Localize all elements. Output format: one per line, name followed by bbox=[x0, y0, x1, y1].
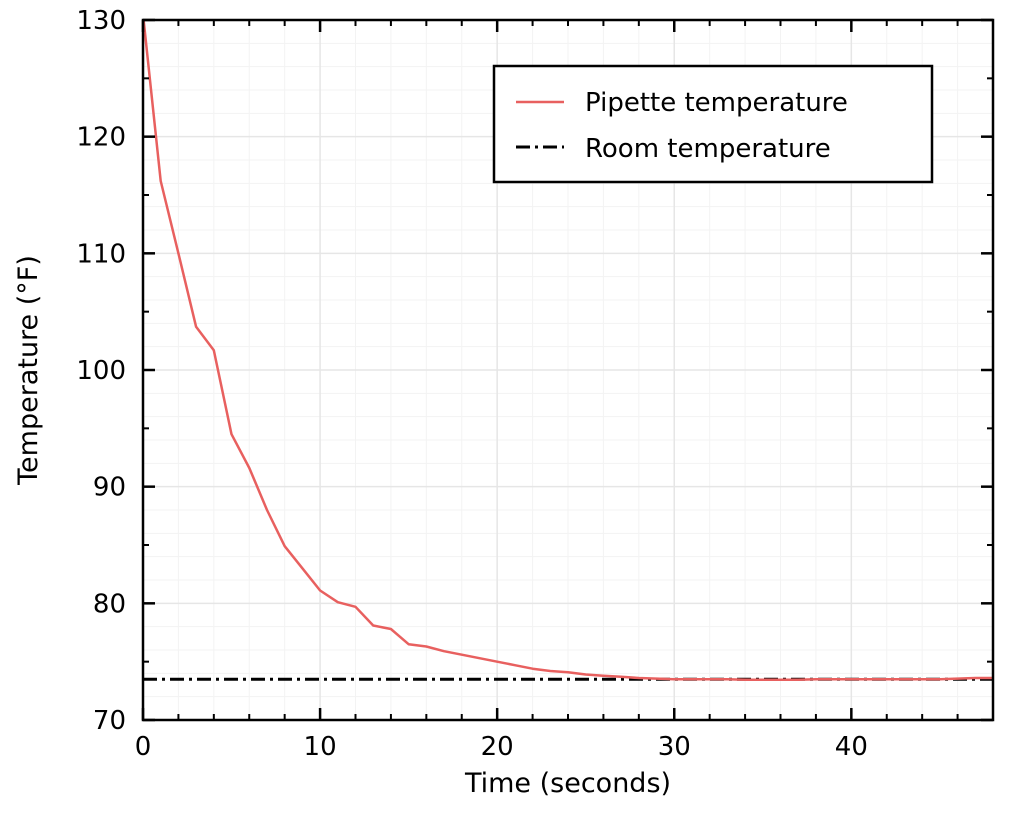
y-axis-label: Temperature (°F) bbox=[13, 255, 44, 486]
y-tick-label: 100 bbox=[76, 356, 126, 386]
y-tick-label: 80 bbox=[93, 589, 126, 619]
y-tick-label: 110 bbox=[76, 239, 126, 269]
x-axis-label: Time (seconds) bbox=[464, 768, 671, 799]
series-line-pipette-temperature bbox=[143, 20, 993, 682]
y-tick-label: 120 bbox=[76, 123, 126, 153]
y-tick-labels: 70 80 90 100 110 120 130 bbox=[76, 6, 126, 736]
legend-label-pipette: Pipette temperature bbox=[585, 88, 848, 118]
x-tick-labels: 0 10 20 30 40 bbox=[135, 732, 868, 762]
axis-ticks bbox=[141, 18, 993, 722]
y-tick-label: 70 bbox=[93, 706, 126, 736]
y-tick-label: 130 bbox=[76, 6, 126, 36]
legend-box bbox=[492, 64, 934, 184]
legend-label-room: Room temperature bbox=[585, 134, 831, 164]
series-layer bbox=[143, 20, 993, 682]
legend: Pipette temperature Room temperature bbox=[492, 64, 934, 184]
x-tick-label: 30 bbox=[658, 732, 691, 762]
x-tick-label: 20 bbox=[481, 732, 514, 762]
x-tick-label: 40 bbox=[835, 732, 868, 762]
y-tick-label: 90 bbox=[93, 473, 126, 503]
x-tick-label: 0 bbox=[135, 732, 152, 762]
x-tick-label: 10 bbox=[304, 732, 337, 762]
